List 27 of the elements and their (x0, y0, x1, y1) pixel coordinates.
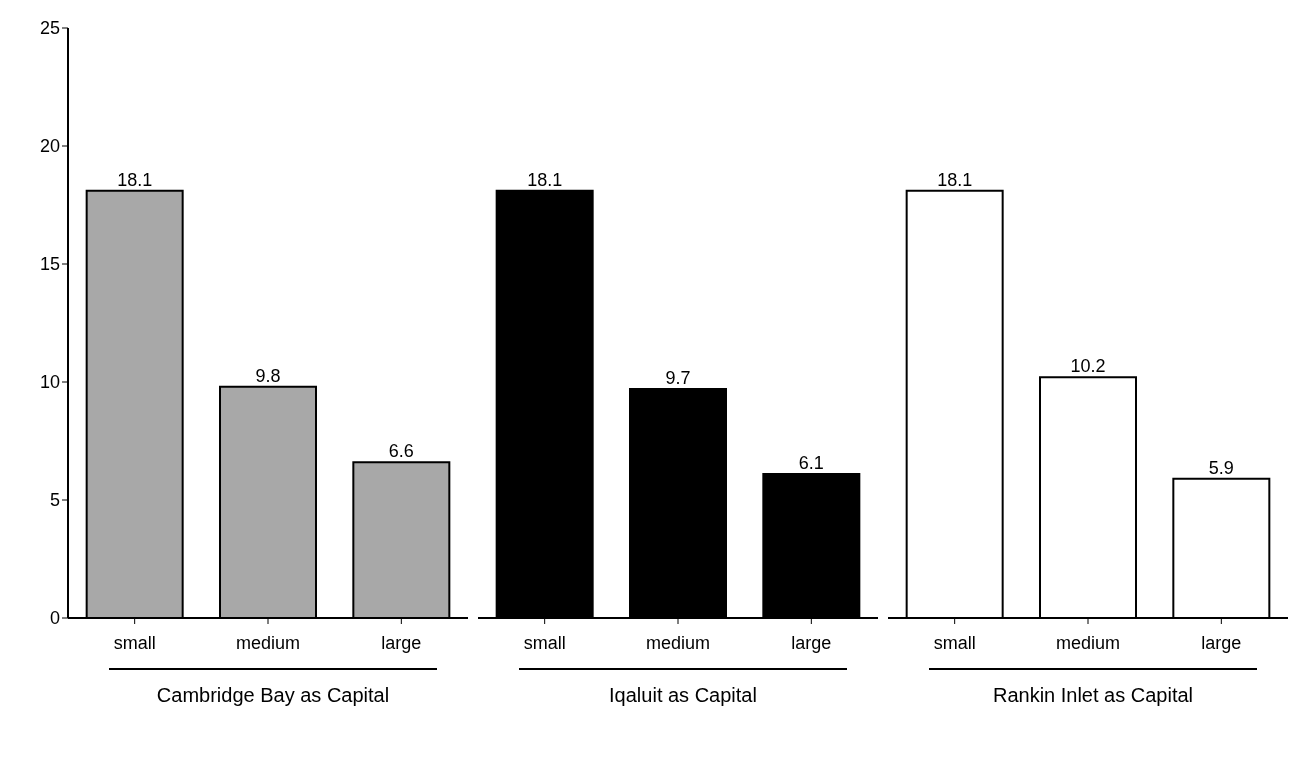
data-label: 10.2 (1070, 356, 1106, 377)
x-tick-label: large (381, 632, 422, 653)
x-tick-label: large (1201, 632, 1242, 653)
data-label: 5.9 (1208, 457, 1234, 478)
data-label: 9.7 (665, 368, 691, 389)
data-label: 18.1 (527, 169, 563, 190)
data-label: 6.6 (388, 441, 414, 462)
x-axis-title: Iqaluit as Capital (609, 684, 757, 707)
y-tick-label: 5 (49, 490, 60, 511)
x-tick-label: small (113, 632, 156, 653)
x-tick-label: medium (1055, 632, 1121, 653)
x-tick-label: small (933, 632, 976, 653)
data-label: 9.8 (255, 365, 281, 386)
x-axis-title: Rankin Inlet as Capital (992, 684, 1194, 707)
x-axis-title: Cambridge Bay as Capital (156, 684, 390, 707)
x-tick-label: medium (235, 632, 301, 653)
y-tick-label: 15 (39, 254, 60, 275)
y-tick-label: 0 (49, 608, 60, 629)
y-tick-label: 20 (39, 136, 60, 157)
y-tick-label: 10 (39, 372, 60, 393)
y-tick-label: 25 (39, 18, 60, 39)
x-tick-label: small (523, 632, 566, 653)
x-tick-label: large (791, 632, 832, 653)
data-label: 18.1 (117, 169, 153, 190)
x-tick-label: medium (645, 632, 711, 653)
data-label: 18.1 (937, 169, 973, 190)
data-label: 6.1 (798, 453, 824, 474)
